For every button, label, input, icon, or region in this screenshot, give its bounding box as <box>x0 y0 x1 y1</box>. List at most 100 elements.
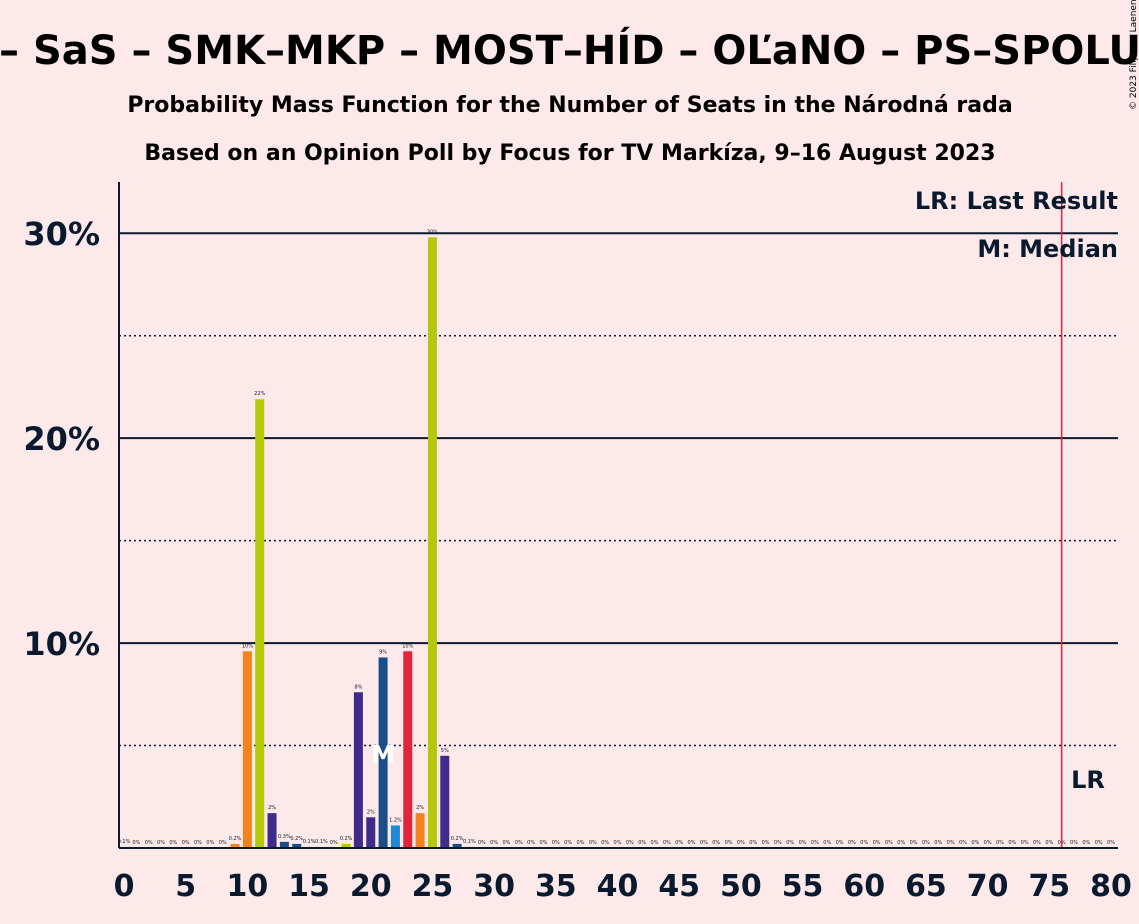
last-result-marker: LR <box>1071 766 1105 794</box>
bar-value-label: 0% <box>614 840 622 846</box>
bar-value-label: 0% <box>132 840 140 846</box>
bar-value-label: 0% <box>651 840 659 846</box>
bar <box>366 817 376 848</box>
bar-value-label: 0% <box>564 840 572 846</box>
x-tick-label: 30 <box>473 869 515 904</box>
bar-value-label: 0.2% <box>340 836 353 842</box>
bar-value-label: 0% <box>663 840 671 846</box>
bar-value-label: 0% <box>860 840 868 846</box>
bar <box>267 813 277 848</box>
bar-value-label: 0.2% <box>290 836 303 842</box>
bar-value-label: 0% <box>1021 840 1029 846</box>
bar-value-label: 0% <box>515 840 523 846</box>
bar-value-label: 0% <box>502 840 510 846</box>
bar-value-label: 0% <box>1095 840 1103 846</box>
y-tick-label: 10% <box>23 625 100 663</box>
bar-value-label: 0% <box>811 840 819 846</box>
bar-value-label: 0% <box>157 840 165 846</box>
bar-value-label: 0% <box>626 840 634 846</box>
bar-value-label: 0% <box>169 840 177 846</box>
bar-value-label: 5% <box>441 748 449 754</box>
chart-subtitle-poll: Based on an Opinion Poll by Focus for TV… <box>144 141 995 166</box>
bar <box>341 843 351 848</box>
x-tick-label: 10 <box>227 869 269 904</box>
bar-value-label: 0.1% <box>118 839 131 845</box>
bar-value-label: 0% <box>1070 840 1078 846</box>
y-tick-label: 20% <box>23 420 100 458</box>
x-tick-label: 0 <box>114 869 135 904</box>
bar-value-label: 0% <box>552 840 560 846</box>
x-tick-label: 80 <box>1090 869 1132 904</box>
bar-value-label: 0% <box>774 840 782 846</box>
x-tick-label: 60 <box>843 869 885 904</box>
axes: LR 0 5 10 15 20 25 30 35 40 45 50 55 60 65 70 75 80 10% 20%… <box>23 182 1132 904</box>
bar-value-label: 0% <box>786 840 794 846</box>
bar <box>378 657 388 848</box>
bar-value-label: 0% <box>737 840 745 846</box>
bar-value-label: 0% <box>1082 840 1090 846</box>
bar-value-label: 22% <box>254 391 265 397</box>
x-tick-label: 65 <box>905 869 947 904</box>
bar-value-label: 0% <box>527 840 535 846</box>
bar-value-label: 0% <box>910 840 918 846</box>
legend-last-result: LR: Last Result <box>915 187 1118 215</box>
bar-value-label: 0% <box>885 840 893 846</box>
x-tick-label: 50 <box>720 869 762 904</box>
bar-value-label: 0% <box>897 840 905 846</box>
bar <box>390 825 400 848</box>
bar <box>427 237 437 848</box>
x-tick-label: 75 <box>1028 869 1070 904</box>
bar-value-label: 0% <box>219 840 227 846</box>
bar-value-label: 0% <box>873 840 881 846</box>
bar-value-label: 9% <box>379 649 387 655</box>
bar-value-label: 0% <box>836 840 844 846</box>
bar-value-label: 2% <box>268 805 276 811</box>
bar-value-label: 0% <box>182 840 190 846</box>
bar-value-label: 0% <box>1107 840 1115 846</box>
bar <box>255 399 265 848</box>
median-marker: M <box>371 741 395 769</box>
copyright-note: © 2023 Filip van Laenen <box>1129 0 1139 110</box>
bar <box>415 813 425 848</box>
bar-value-label: 0.1% <box>315 839 328 845</box>
bar-value-label: 0% <box>638 840 646 846</box>
bar-value-label: 0% <box>688 840 696 846</box>
bar-value-label: 2% <box>416 805 424 811</box>
bar-value-label: 30% <box>427 229 438 235</box>
bar-value-label: 0% <box>799 840 807 846</box>
bar-value-label: 0% <box>848 840 856 846</box>
bar-value-label: 0% <box>947 840 955 846</box>
x-tick-label: 45 <box>658 869 700 904</box>
bar-value-label: 0% <box>675 840 683 846</box>
bar-value-label: 0% <box>984 840 992 846</box>
bar-value-label: 0% <box>712 840 720 846</box>
bar-value-label: 0% <box>762 840 770 846</box>
bar-value-label: 10% <box>402 643 413 649</box>
chart-title: – SaS – SMK–MKP – MOST–HÍD – OĽaNO – PS–… <box>0 26 1139 74</box>
bar-value-label: 0% <box>206 840 214 846</box>
x-tick-label: 40 <box>597 869 639 904</box>
bar-value-label: 0% <box>145 840 153 846</box>
bar-value-label: 0% <box>996 840 1004 846</box>
x-tick-label: 15 <box>288 869 330 904</box>
bar-value-label: 0% <box>934 840 942 846</box>
bar-value-label: 0.1% <box>463 839 476 845</box>
bar-value-label: 0% <box>823 840 831 846</box>
bar <box>292 843 302 848</box>
bar-value-label: 0.2% <box>229 836 242 842</box>
legend-median: M: Median <box>977 235 1118 263</box>
bar-value-label: 0% <box>589 840 597 846</box>
gridlines <box>119 232 1118 747</box>
bar-value-label: 0% <box>540 840 548 846</box>
y-tick-label: 30% <box>23 215 100 253</box>
bar <box>279 841 289 848</box>
bar-value-label: 0% <box>922 840 930 846</box>
x-tick-label: 70 <box>967 869 1009 904</box>
bar <box>242 651 252 848</box>
bar-value-label: 2% <box>367 809 375 815</box>
bar-value-label: 0.1% <box>303 839 316 845</box>
x-tick-label: 20 <box>350 869 392 904</box>
bar <box>353 692 363 848</box>
bar-value-label: 0% <box>577 840 585 846</box>
